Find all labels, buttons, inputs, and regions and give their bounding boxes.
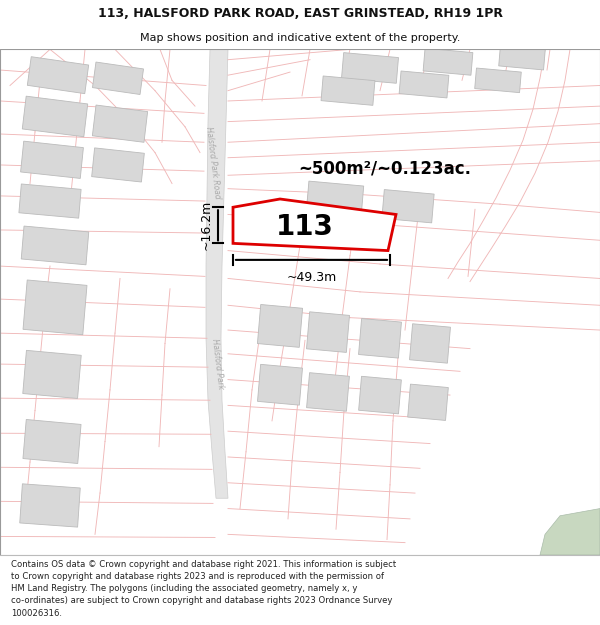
Polygon shape bbox=[399, 71, 449, 98]
Polygon shape bbox=[257, 304, 302, 348]
Polygon shape bbox=[257, 364, 302, 405]
Polygon shape bbox=[307, 372, 349, 411]
Polygon shape bbox=[410, 324, 451, 363]
Polygon shape bbox=[321, 76, 375, 106]
Polygon shape bbox=[19, 184, 81, 218]
Polygon shape bbox=[540, 509, 600, 555]
Text: ~16.2m: ~16.2m bbox=[200, 200, 213, 251]
Polygon shape bbox=[22, 96, 88, 137]
Polygon shape bbox=[307, 312, 349, 352]
Polygon shape bbox=[92, 62, 143, 94]
Text: 113: 113 bbox=[276, 213, 334, 241]
Polygon shape bbox=[23, 419, 81, 464]
Polygon shape bbox=[23, 351, 81, 399]
Polygon shape bbox=[206, 49, 228, 498]
Polygon shape bbox=[20, 484, 80, 527]
Text: Contains OS data © Crown copyright and database right 2021. This information is : Contains OS data © Crown copyright and d… bbox=[11, 560, 396, 618]
Text: ~500m²/~0.123ac.: ~500m²/~0.123ac. bbox=[299, 159, 472, 177]
Text: ~49.3m: ~49.3m bbox=[286, 271, 337, 284]
Polygon shape bbox=[233, 199, 396, 251]
Polygon shape bbox=[92, 105, 148, 142]
Polygon shape bbox=[92, 148, 145, 182]
Polygon shape bbox=[407, 384, 448, 421]
Polygon shape bbox=[499, 46, 545, 70]
Text: 113, HALSFORD PARK ROAD, EAST GRINSTEAD, RH19 1PR: 113, HALSFORD PARK ROAD, EAST GRINSTEAD,… bbox=[97, 7, 503, 20]
Polygon shape bbox=[423, 48, 473, 75]
Polygon shape bbox=[28, 57, 89, 94]
Polygon shape bbox=[359, 376, 401, 414]
Polygon shape bbox=[382, 189, 434, 223]
Polygon shape bbox=[475, 68, 521, 92]
Text: Halsford Park: Halsford Park bbox=[211, 338, 226, 390]
Polygon shape bbox=[21, 226, 89, 265]
Polygon shape bbox=[341, 52, 398, 83]
Polygon shape bbox=[306, 181, 364, 217]
Polygon shape bbox=[23, 280, 87, 335]
Text: Halsford Park Road: Halsford Park Road bbox=[204, 126, 222, 199]
Polygon shape bbox=[359, 319, 401, 358]
Polygon shape bbox=[20, 141, 83, 178]
Text: Map shows position and indicative extent of the property.: Map shows position and indicative extent… bbox=[140, 33, 460, 43]
